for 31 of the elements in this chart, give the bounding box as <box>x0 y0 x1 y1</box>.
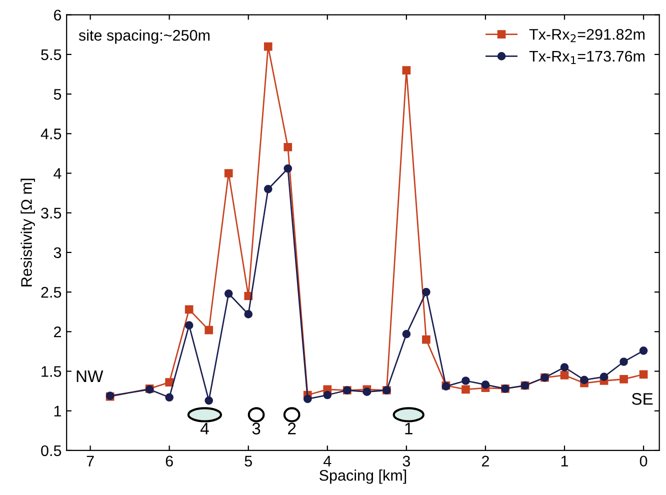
y-tick-label: 1.5 <box>42 366 62 377</box>
y-axis-title: Resistivity [Ω m] <box>20 178 35 286</box>
y-tick-label: 2 <box>54 326 61 338</box>
legend-label: Tx-Rx$_{2}$=291.82m <box>529 28 644 42</box>
y-tick-label: 5 <box>54 89 62 100</box>
y-tick-label: 5.5 <box>41 49 62 60</box>
x-tick-label: 5 <box>244 456 252 467</box>
x-axis-title: Spacing [km] <box>320 470 406 484</box>
x-tick-label: 4 <box>324 456 332 466</box>
y-tick-label: 3.5 <box>41 208 62 219</box>
annotation: 2 <box>288 422 296 434</box>
legend-label: Tx-Rx$_{1}$=173.76m <box>529 50 644 64</box>
y-tick-label: 4.5 <box>40 128 62 140</box>
x-tick-label: 0 <box>640 456 648 467</box>
y-tick-label: 3 <box>54 247 62 258</box>
annotation: 1 <box>405 422 412 434</box>
annotation: site spacing:~250m <box>78 30 210 44</box>
annotation: NW <box>76 370 104 382</box>
x-tick-label: 7 <box>86 456 94 466</box>
y-tick-label: 4 <box>54 168 62 179</box>
x-tick-label: 2 <box>482 456 489 466</box>
x-tick-label: 3 <box>402 456 410 467</box>
y-tick-label: 6 <box>54 10 62 21</box>
y-tick-label: 2.5 <box>41 286 62 298</box>
annotation: SE <box>632 393 653 405</box>
annotation: 3 <box>252 422 260 434</box>
y-tick-label: 0.5 <box>41 445 62 456</box>
annotation: 4 <box>200 422 209 434</box>
x-tick-label: 6 <box>166 456 173 467</box>
x-tick-label: 1 <box>561 456 568 466</box>
y-tick-label: 1 <box>54 406 61 416</box>
